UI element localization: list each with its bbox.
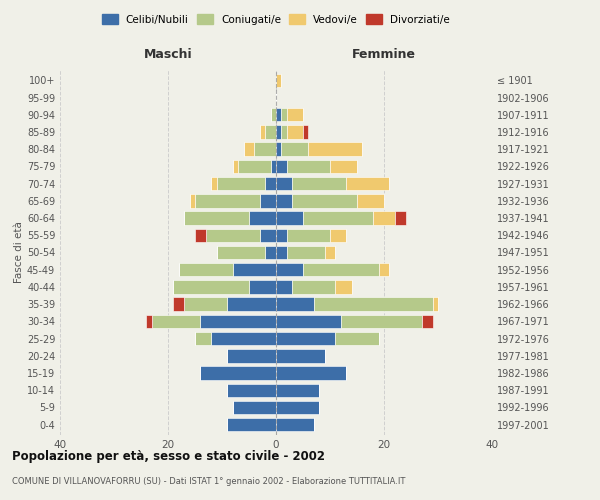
Bar: [179, 263, 233, 276]
Bar: [276, 418, 314, 432]
Bar: [276, 400, 319, 414]
Bar: [276, 384, 319, 397]
Bar: [238, 160, 271, 173]
Bar: [254, 142, 276, 156]
Bar: [233, 160, 238, 173]
Bar: [292, 194, 357, 207]
Bar: [260, 228, 276, 242]
Bar: [357, 194, 384, 207]
Bar: [281, 142, 308, 156]
Bar: [281, 126, 287, 138]
Bar: [276, 74, 281, 87]
Bar: [173, 298, 184, 311]
Bar: [200, 366, 276, 380]
Bar: [276, 142, 281, 156]
Bar: [173, 280, 249, 293]
Bar: [276, 349, 325, 362]
Bar: [287, 160, 330, 173]
Bar: [184, 298, 227, 311]
Y-axis label: Fasce di età: Fasce di età: [14, 222, 24, 284]
Bar: [276, 228, 287, 242]
Bar: [292, 177, 346, 190]
Bar: [249, 212, 276, 225]
Bar: [341, 314, 422, 328]
Text: Maschi: Maschi: [143, 48, 193, 62]
Bar: [211, 332, 276, 345]
Bar: [217, 246, 265, 259]
Bar: [422, 314, 433, 328]
Bar: [276, 212, 303, 225]
Bar: [206, 228, 260, 242]
Text: Popolazione per età, sesso e stato civile - 2002: Popolazione per età, sesso e stato civil…: [12, 450, 325, 463]
Bar: [276, 314, 341, 328]
Bar: [146, 314, 152, 328]
Bar: [303, 212, 373, 225]
Bar: [335, 280, 352, 293]
Bar: [303, 126, 308, 138]
Bar: [287, 246, 325, 259]
Bar: [276, 160, 287, 173]
Bar: [330, 160, 357, 173]
Bar: [227, 349, 276, 362]
Bar: [265, 126, 276, 138]
Bar: [287, 126, 303, 138]
Bar: [260, 126, 265, 138]
Legend: Celibi/Nubili, Coniugati/e, Vedovi/e, Divorziati/e: Celibi/Nubili, Coniugati/e, Vedovi/e, Di…: [98, 10, 454, 29]
Bar: [152, 314, 200, 328]
Bar: [373, 212, 395, 225]
Bar: [195, 332, 211, 345]
Bar: [265, 177, 276, 190]
Text: COMUNE DI VILLANOVAFORRU (SU) - Dati ISTAT 1° gennaio 2002 - Elaborazione TUTTIT: COMUNE DI VILLANOVAFORRU (SU) - Dati IST…: [12, 478, 406, 486]
Bar: [260, 194, 276, 207]
Bar: [271, 160, 276, 173]
Bar: [276, 332, 335, 345]
Bar: [276, 298, 314, 311]
Bar: [233, 400, 276, 414]
Bar: [276, 246, 287, 259]
Bar: [433, 298, 438, 311]
Bar: [200, 314, 276, 328]
Text: Femmine: Femmine: [352, 48, 416, 62]
Bar: [281, 108, 287, 122]
Bar: [330, 228, 346, 242]
Bar: [276, 126, 281, 138]
Bar: [271, 108, 276, 122]
Bar: [346, 177, 389, 190]
Bar: [227, 298, 276, 311]
Bar: [190, 194, 195, 207]
Bar: [303, 263, 379, 276]
Bar: [211, 177, 217, 190]
Bar: [292, 280, 335, 293]
Bar: [195, 194, 260, 207]
Bar: [217, 177, 265, 190]
Bar: [379, 263, 389, 276]
Bar: [287, 108, 303, 122]
Bar: [276, 263, 303, 276]
Bar: [276, 177, 292, 190]
Bar: [233, 263, 276, 276]
Bar: [265, 246, 276, 259]
Bar: [195, 228, 206, 242]
Bar: [325, 246, 335, 259]
Bar: [395, 212, 406, 225]
Bar: [314, 298, 433, 311]
Bar: [276, 108, 281, 122]
Bar: [184, 212, 249, 225]
Bar: [244, 142, 254, 156]
Bar: [335, 332, 379, 345]
Bar: [276, 194, 292, 207]
Bar: [287, 228, 330, 242]
Bar: [308, 142, 362, 156]
Bar: [276, 366, 346, 380]
Bar: [227, 384, 276, 397]
Bar: [276, 280, 292, 293]
Bar: [249, 280, 276, 293]
Bar: [227, 418, 276, 432]
